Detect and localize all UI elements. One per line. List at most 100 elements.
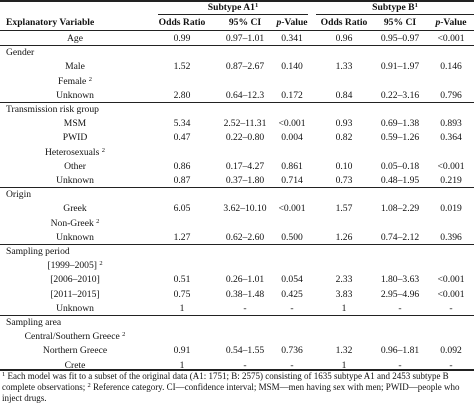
row-label-text: [2011–2015] xyxy=(50,288,100,300)
column-header-ci-b: 95% CI xyxy=(383,17,417,28)
cell-ci-b: 0.05–0.18 xyxy=(380,160,420,172)
cell-p-b: <0.001 xyxy=(437,160,465,172)
cell-ci-b: 0.74–2.12 xyxy=(380,231,420,243)
cell-ci-b: 0.69–1.38 xyxy=(380,118,420,130)
row-label: PWID xyxy=(0,132,150,143)
cell-ci-b: 0.59–1.26 xyxy=(380,132,420,144)
row-label: Non-Greek 2 xyxy=(0,218,150,229)
cell-p-a1: 0.714 xyxy=(281,175,303,186)
group-underline-a1 xyxy=(158,14,308,15)
cell-ci-a1: 0.54–1.55 xyxy=(225,345,265,357)
row-label: [1999–2005] 2 xyxy=(0,260,150,271)
cell-p-a1: 0.341 xyxy=(281,33,303,44)
cell-ci-a1: 0.37–1.80 xyxy=(225,175,265,186)
row-label-text: Non-Greek xyxy=(50,217,94,229)
row-label: Other xyxy=(0,161,150,172)
cell-or-b: 2.33 xyxy=(335,274,353,286)
row-label: Unknown xyxy=(0,232,150,243)
row-label-text: MSM xyxy=(63,118,87,130)
row-label-text: Other xyxy=(64,160,86,172)
row-label: Crete xyxy=(0,360,150,371)
row-label-text: Crete xyxy=(64,359,86,371)
cell-ci-a1: 3.62–10.10 xyxy=(223,203,267,215)
row-label: Heterosexuals 2 xyxy=(0,147,150,158)
cell-ci-a1: 0.62–2.60 xyxy=(225,231,265,243)
row-label-text: Age xyxy=(67,33,83,44)
row-label-text: Heterosexuals xyxy=(44,146,100,158)
row-label: MSM xyxy=(0,118,150,129)
cell-p-a1: <0.001 xyxy=(278,118,306,130)
cell-or-a1: 0.99 xyxy=(173,33,191,44)
cell-or-b: 1.57 xyxy=(335,203,353,215)
group-header-a1: Subtype A11 xyxy=(207,2,259,13)
section-heading: Sampling area xyxy=(6,317,62,328)
column-header-p-a1: p-Value xyxy=(276,17,308,28)
cell-p-a1: 0.004 xyxy=(281,132,303,144)
row-label-text: PWID xyxy=(62,132,88,144)
row-label: Female 2 xyxy=(0,76,150,87)
cell-p-a1: 0.861 xyxy=(281,160,303,172)
row-label: Male xyxy=(0,61,150,72)
cell-or-a1: 0.75 xyxy=(173,288,191,300)
cell-p-b: <0.001 xyxy=(437,288,465,300)
cell-ci-a1: - xyxy=(243,359,247,371)
cell-p-a1: <0.001 xyxy=(278,203,306,215)
cell-ci-b: 1.80–3.63 xyxy=(380,274,420,286)
cell-p-b: 0.396 xyxy=(440,231,462,243)
section-heading: Gender xyxy=(6,47,35,59)
cell-p-b: - xyxy=(449,359,453,371)
cell-or-a1: 2.80 xyxy=(173,89,191,101)
column-header-variable: Explanatory Variable xyxy=(6,17,95,28)
row-label-text: Northern Greece xyxy=(42,345,108,357)
cell-p-b: <0.001 xyxy=(437,274,465,286)
row-label: Central/Southern Greece 2 xyxy=(0,331,150,342)
cell-ci-b: 0.22–3.16 xyxy=(380,89,420,101)
cell-or-b: 0.96 xyxy=(335,33,353,44)
header-rule xyxy=(0,30,474,31)
cell-p-b: 0.092 xyxy=(440,345,462,357)
cell-or-b: 0.82 xyxy=(335,132,353,144)
cell-or-a1: 1 xyxy=(179,359,185,371)
cell-p-b: 0.146 xyxy=(440,61,462,73)
cell-p-b: 0.364 xyxy=(440,132,462,144)
section-heading: Origin xyxy=(6,189,32,201)
cell-or-a1: 0.91 xyxy=(173,345,191,357)
row-label-text: [2006–2010] xyxy=(50,274,100,286)
cell-ci-a1: 0.17–4.27 xyxy=(225,160,265,172)
cell-p-b: 0.893 xyxy=(440,118,462,130)
cell-p-a1: - xyxy=(290,359,294,371)
row-label-text: Unknown xyxy=(56,175,94,186)
row-label-text: Greek xyxy=(63,203,87,215)
cell-ci-a1: 0.87–2.67 xyxy=(225,61,265,73)
cell-or-b: 0.84 xyxy=(335,89,353,101)
cell-or-a1: 1.27 xyxy=(173,231,191,243)
cell-p-a1: 0.425 xyxy=(281,288,303,300)
column-header-or-b: Odds Ratio xyxy=(320,17,368,28)
top-rule xyxy=(0,0,474,2)
cell-p-b: 0.796 xyxy=(440,89,462,101)
cell-or-b: 1 xyxy=(341,359,347,371)
group-header-b: Subtype B1 xyxy=(372,2,418,13)
section-heading: Transmission risk group xyxy=(6,104,99,115)
cell-p-a1: 0.172 xyxy=(281,89,303,101)
row-label-text: Unknown xyxy=(56,302,94,314)
cell-or-a1: 0.47 xyxy=(173,132,191,144)
row-label-text: [1999–2005] xyxy=(47,260,97,272)
reference-marker: 2 xyxy=(101,146,105,154)
cell-or-a1: 0.51 xyxy=(173,274,191,286)
row-label: Greek xyxy=(0,203,150,214)
cell-ci-b: 0.95–0.97 xyxy=(380,33,420,44)
row-label: Unknown xyxy=(0,90,150,101)
cell-p-b: 0.219 xyxy=(440,175,462,186)
row-label: [2006–2010] xyxy=(0,274,150,285)
row-label-text: Female xyxy=(58,75,87,87)
cell-or-b: 1.32 xyxy=(335,345,353,357)
group-underline-b xyxy=(316,14,474,15)
cell-or-b: 0.10 xyxy=(335,160,353,172)
row-label-text: Unknown xyxy=(56,89,94,101)
cell-ci-b: 0.48–1.95 xyxy=(380,175,420,186)
section-heading: Sampling period xyxy=(6,246,70,257)
row-rule xyxy=(0,45,474,47)
cell-or-a1: 0.87 xyxy=(173,175,191,186)
column-header-p-b: p-Value xyxy=(435,17,467,28)
